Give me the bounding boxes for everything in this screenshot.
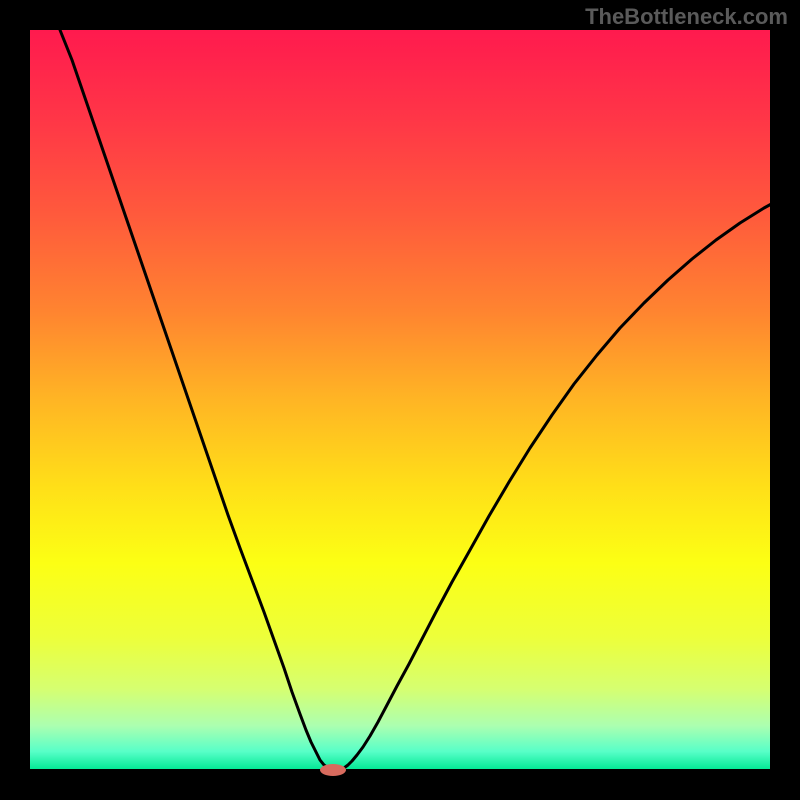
chart-container: TheBottleneck.com: [0, 0, 800, 800]
bottleneck-curve-chart: [0, 0, 800, 800]
watermark-text: TheBottleneck.com: [585, 4, 788, 30]
plot-background: [30, 30, 770, 770]
sweet-spot-marker: [320, 764, 346, 776]
